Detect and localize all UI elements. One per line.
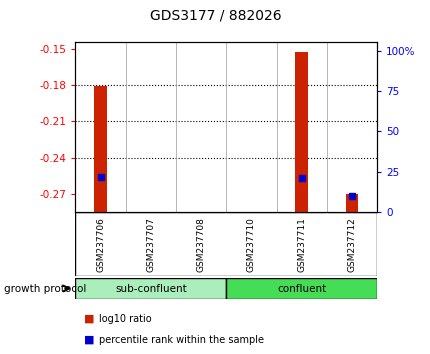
Text: ■: ■	[84, 314, 94, 324]
Text: percentile rank within the sample: percentile rank within the sample	[99, 335, 264, 345]
Text: GSM237707: GSM237707	[146, 217, 155, 272]
Bar	[345, 194, 357, 212]
Text: sub-confluent: sub-confluent	[115, 284, 186, 293]
Text: GSM237710: GSM237710	[246, 217, 255, 272]
Text: GSM237711: GSM237711	[297, 217, 305, 272]
Text: log10 ratio: log10 ratio	[99, 314, 151, 324]
Text: ■: ■	[84, 335, 94, 345]
Text: growth protocol: growth protocol	[4, 284, 86, 293]
FancyBboxPatch shape	[75, 278, 226, 299]
Text: GSM237708: GSM237708	[196, 217, 205, 272]
Text: confluent: confluent	[276, 284, 326, 293]
Bar	[295, 52, 307, 212]
Text: GSM237706: GSM237706	[96, 217, 105, 272]
Text: GSM237712: GSM237712	[347, 217, 356, 272]
Text: GDS3177 / 882026: GDS3177 / 882026	[149, 9, 281, 23]
Bar	[94, 86, 107, 212]
FancyBboxPatch shape	[226, 278, 376, 299]
